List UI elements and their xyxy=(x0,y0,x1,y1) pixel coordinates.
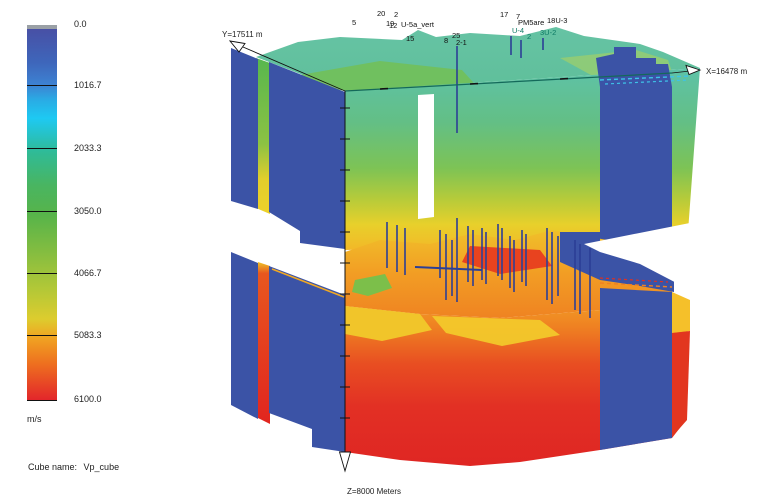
top-slab-slot-gap xyxy=(418,94,434,219)
y-axis-arrow-icon xyxy=(228,40,246,53)
surface-red-patch xyxy=(462,246,552,274)
colorbar-tick-label: 1016.7 xyxy=(74,80,102,90)
colorbar-tick-label: 5083.3 xyxy=(74,330,102,340)
surface-green-patch xyxy=(352,274,392,296)
x-axis-arrow-icon xyxy=(685,64,702,76)
well-label: 3U-2 xyxy=(540,28,556,37)
well-trace-horizontal xyxy=(414,266,483,271)
colorbar-tick xyxy=(27,85,57,86)
well-label: 7 xyxy=(516,12,520,21)
colorbar-tick xyxy=(27,273,57,274)
well-label: 12 xyxy=(389,21,397,30)
colorbar-tick-label: 6100.0 xyxy=(74,394,102,404)
well-label: 20 xyxy=(377,9,385,18)
left-blue-slice-inner xyxy=(269,62,345,249)
well-label: 15 xyxy=(406,34,414,43)
left-blue-slice-inner xyxy=(269,266,345,452)
slice-top-edge-highlight xyxy=(271,268,345,298)
colorbar-tick-label: 0.0 xyxy=(74,19,87,29)
colorbar-tick xyxy=(27,211,57,212)
cube-name-status: Cube name: Vp_cube xyxy=(28,462,119,472)
layer-dash-line xyxy=(604,79,689,85)
colorbar-tick xyxy=(27,148,57,149)
z-axis-arrow-icon xyxy=(338,451,352,473)
y-axis-line xyxy=(242,46,346,92)
face-yellow-patch xyxy=(345,306,432,341)
bottom-slab xyxy=(231,220,705,466)
layer-dash-line xyxy=(599,277,669,283)
well-label: 17 xyxy=(500,10,508,19)
well-markers[interactable] xyxy=(386,36,591,318)
x-axis-label: X=16478 m xyxy=(706,67,747,76)
colorbar-tick-label: 2033.3 xyxy=(74,143,102,153)
well-label: PM5are xyxy=(518,18,544,27)
cube-name-value: Vp_cube xyxy=(83,462,120,472)
colorbar-unit-label: m/s xyxy=(27,414,42,424)
well-label: 25 xyxy=(452,31,460,40)
left-blue-slice-outer xyxy=(231,48,258,209)
left-stripe-slice xyxy=(256,58,270,214)
top-slab xyxy=(231,27,700,250)
layer-dash-line xyxy=(599,75,691,81)
colorbar-tick xyxy=(27,400,57,401)
y-axis-label: Y=17511 m xyxy=(222,30,263,39)
layer-dash-line xyxy=(599,282,673,288)
z-axis-ticks xyxy=(340,107,350,419)
left-blue-slice-outer xyxy=(231,252,258,419)
well-label: 2 xyxy=(527,32,531,41)
left-red-stripe-slice xyxy=(258,262,270,424)
colorbar xyxy=(27,29,57,401)
z-axis-label: Z=8000 Meters xyxy=(347,487,401,496)
colorbar-tick-label: 4066.7 xyxy=(74,268,102,278)
well-label: 18U-3 xyxy=(547,16,567,25)
colorbar-tick-label: 3050.0 xyxy=(74,206,102,216)
slab-gap-white xyxy=(584,220,705,289)
colorbar-cap xyxy=(27,25,57,29)
well-label: 2 xyxy=(394,10,398,19)
right-blue-slice xyxy=(600,87,672,242)
right-blue-steps-top xyxy=(596,47,672,87)
well-label: 19 xyxy=(386,19,394,28)
cube-name-label: Cube name: xyxy=(28,462,78,472)
right-red-strip xyxy=(672,331,690,437)
well-label: 5 xyxy=(352,18,356,27)
face-yellow-patch xyxy=(432,316,560,346)
well-label: U-4 xyxy=(512,26,524,35)
well-label: U-5a_vert xyxy=(401,20,435,29)
well-label: 2-1 xyxy=(456,38,467,47)
right-yellow-strip xyxy=(672,292,690,333)
x-axis: X=16478 m xyxy=(344,64,747,92)
x-axis-line xyxy=(344,72,673,92)
colorbar-tick xyxy=(27,335,57,336)
well-label: 8 xyxy=(444,36,448,45)
x-axis-line xyxy=(671,70,691,74)
well-labels: 5 20 2 19 12 U-5a_vert 15 25 8 2-1 17 7 … xyxy=(352,9,567,47)
back-blue-steps xyxy=(560,232,674,292)
z-axis: Z=8000 Meters xyxy=(338,91,401,496)
y-axis: Y=17511 m xyxy=(222,30,346,92)
right-blue-slice xyxy=(600,288,672,450)
surface-green-patch xyxy=(300,61,482,92)
